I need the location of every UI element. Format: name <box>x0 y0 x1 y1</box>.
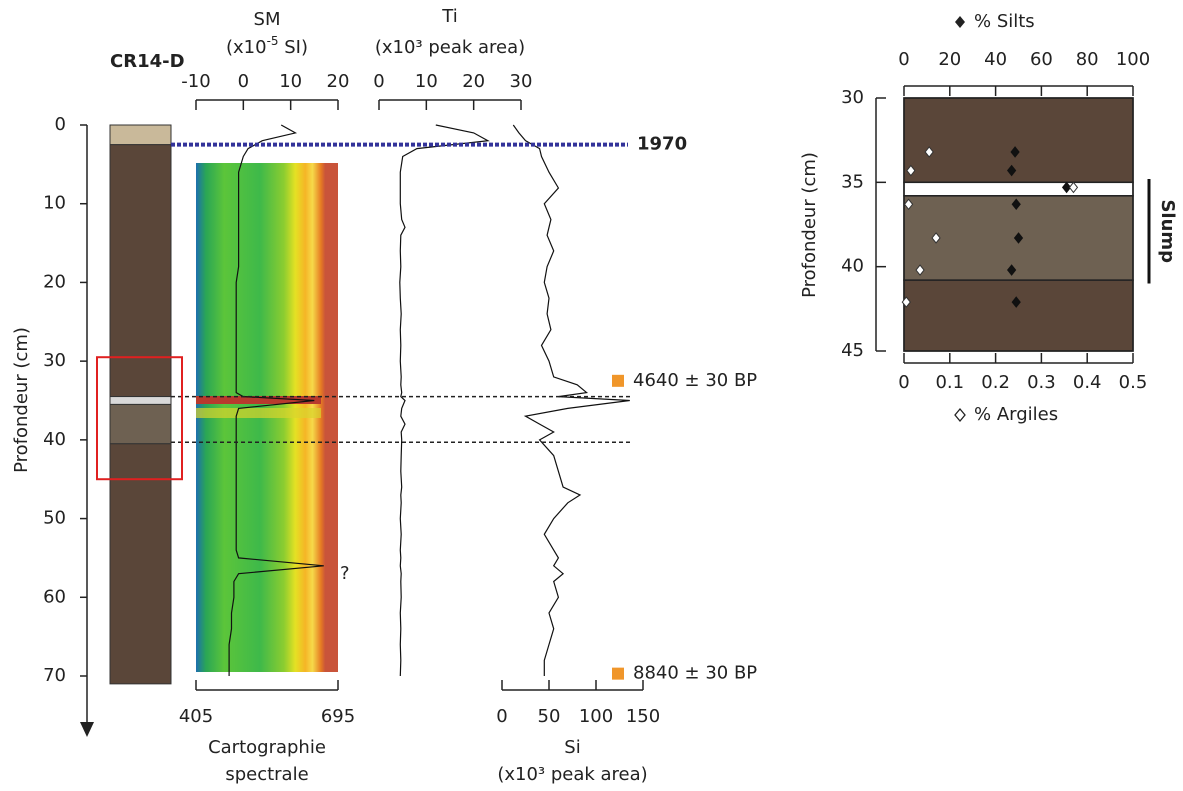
x2-tick-label: 0 <box>898 49 909 70</box>
axis-unit: (x10³ peak area) <box>375 37 525 58</box>
y-tick-label: 10 <box>43 193 66 214</box>
point <box>1011 198 1021 211</box>
x-tick-label: -10 <box>181 71 210 92</box>
axis-title: Si <box>564 737 580 758</box>
axis-title: SM <box>254 9 281 30</box>
legend-label: % Silts <box>974 11 1035 32</box>
x-tick-label: 0 <box>238 71 249 92</box>
layer <box>903 181 1134 197</box>
x-tick-label: 100 <box>579 706 613 727</box>
point <box>903 198 914 211</box>
x-tick-label: 0.1 <box>935 372 964 393</box>
x2-tick-label: 60 <box>1030 49 1053 70</box>
highlight-box <box>96 356 183 481</box>
plot-frame <box>903 97 1134 352</box>
x-tick-label: 0 <box>373 71 384 92</box>
y-tick-label: 30 <box>841 87 864 108</box>
x2-tick-label: 100 <box>1116 49 1150 70</box>
profile-line <box>228 124 324 676</box>
x2-tick-label: 20 <box>938 49 961 70</box>
layer <box>903 279 1134 352</box>
legend-label: % Argiles <box>974 404 1058 425</box>
axis-title: Ti <box>441 6 457 27</box>
x2-tick-label: 80 <box>1076 49 1099 70</box>
x-tick-label: 10 <box>279 71 302 92</box>
point <box>924 146 934 158</box>
y-tick-label: 40 <box>841 256 864 277</box>
core-unit <box>109 396 172 405</box>
y-tick-label: 60 <box>43 586 66 607</box>
x-tick-label: 20 <box>462 71 485 92</box>
point <box>1068 181 1079 194</box>
unit-part: (x10 <box>226 37 267 58</box>
point <box>1006 264 1017 276</box>
core-unit <box>109 144 172 398</box>
x-tick-label: 0 <box>898 372 909 393</box>
spectral-band <box>196 396 321 404</box>
y-tick-label: 40 <box>43 429 66 450</box>
annotation: 4640 ± 30 BP <box>633 370 757 391</box>
annotation: ? <box>340 563 350 584</box>
slump-label: Slump <box>1157 199 1178 263</box>
profile-line <box>512 124 630 676</box>
depth-arrow <box>80 722 94 737</box>
legend-marker <box>955 16 965 28</box>
x-tick-label: 0 <box>496 706 507 727</box>
x-tick-label: 405 <box>179 706 213 727</box>
y-tick-label: 50 <box>43 508 66 529</box>
spectral-label: Cartographie <box>208 737 326 758</box>
core-unit <box>109 443 172 685</box>
y-tick-label: 35 <box>841 171 864 192</box>
date-marker <box>612 667 624 680</box>
x2-tick-label: 40 <box>984 49 1007 70</box>
axis-unit: (x10-5 SI) <box>226 34 308 59</box>
x-tick-label: 0.3 <box>1027 372 1056 393</box>
y-tick-label: 0 <box>55 114 66 135</box>
profile-line <box>399 124 490 677</box>
point <box>901 296 911 308</box>
unit-part: -5 <box>267 34 279 48</box>
legend-marker <box>954 407 966 423</box>
x-tick-label: 50 <box>538 706 561 727</box>
y-tick-label: 30 <box>43 350 66 371</box>
point <box>906 164 916 177</box>
date-marker <box>612 374 624 387</box>
core-unit <box>109 403 172 445</box>
axis-unit: (x10³ peak area) <box>497 764 647 785</box>
point <box>915 264 925 276</box>
spectral-band <box>196 408 321 418</box>
point <box>1013 232 1024 244</box>
layer <box>903 97 1134 184</box>
y-tick-label: 45 <box>841 340 864 361</box>
point <box>1010 146 1020 158</box>
y-tick-label: 20 <box>43 271 66 292</box>
core-unit <box>109 124 172 146</box>
y-tick-label: 70 <box>43 665 66 686</box>
x-tick-label: 30 <box>510 71 533 92</box>
x-tick-label: 150 <box>626 706 660 727</box>
x-tick-label: 10 <box>415 71 438 92</box>
annotation: 1970 <box>637 134 687 155</box>
y-axis-label: Profondeur (cm) <box>11 327 32 473</box>
point <box>1011 296 1021 308</box>
x-tick-label: 0.5 <box>1119 372 1148 393</box>
core-title: CR14-D <box>110 51 185 72</box>
spectral-label: spectrale <box>225 764 308 785</box>
point <box>931 232 941 244</box>
x-tick-label: 0.4 <box>1073 372 1102 393</box>
point <box>1006 164 1017 177</box>
x-tick-label: 695 <box>321 706 355 727</box>
annotation: 8840 ± 30 BP <box>633 663 757 684</box>
x-tick-label: 20 <box>327 71 350 92</box>
unit-part: SI) <box>279 37 308 58</box>
x-tick-label: 0.2 <box>981 372 1010 393</box>
y-axis-label: Profondeur (cm) <box>799 152 820 298</box>
point <box>1061 181 1072 194</box>
